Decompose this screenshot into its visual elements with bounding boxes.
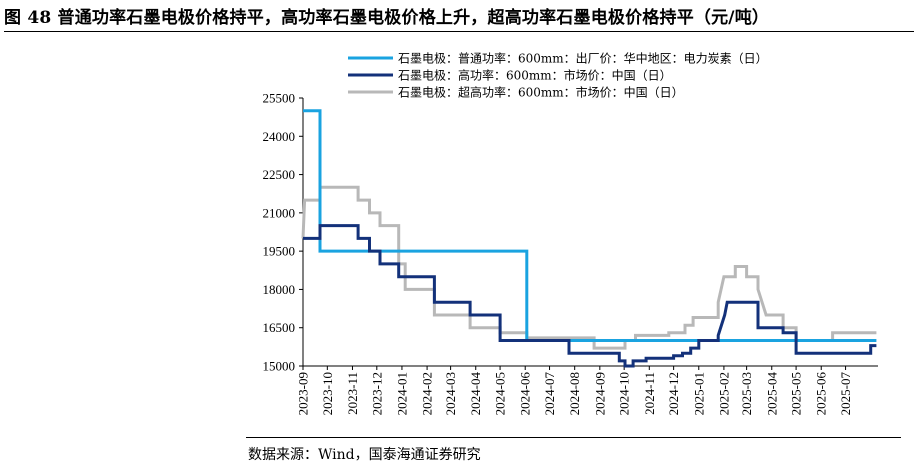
x-tick-label: 2025-03 [739,372,754,415]
x-tick-label: 2024-09 [592,372,607,415]
legend-label-2: 石墨电极：超高功率：600mm：市场价：中国（日） [398,85,684,100]
legend-label-0: 石墨电极：普通功率：600mm：出厂价：华中地区：电力炭素（日） [398,51,768,66]
source-divider [246,437,901,438]
x-tick-label: 2023-12 [369,372,384,415]
x-tick-label: 2024-12 [666,372,681,415]
y-tick-label: 21000 [263,205,296,220]
series-layer [301,109,877,368]
x-axis: 2023-09 2023-10 2023-11 2023-12 2024-01 2024-… [296,365,878,416]
x-tick-label: 2024-08 [567,372,582,415]
y-tick-label: 18000 [263,282,296,297]
x-tick-label: 2024-06 [518,372,533,416]
x-tick-label: 2024-01 [394,372,409,415]
x-tick-label: 2024-07 [542,372,557,416]
series-line-1 [303,224,877,368]
x-tick-label: 2023-09 [296,372,311,415]
y-tick-label: 19500 [263,244,296,259]
x-tick-label: 2024-10 [617,372,632,415]
series-line-2 [301,185,877,350]
x-tick-label: 2025-02 [716,372,731,415]
x-tick-label: 2024-05 [493,372,508,415]
x-tick-label: 2024-02 [420,372,435,415]
x-tick-label: 2023-10 [320,372,335,415]
chart-title: 图 48 普通功率石墨电极价格持平，高功率石墨电极价格上升，超高功率石墨电极价格… [4,8,770,28]
x-tick-label: 2025-01 [691,372,706,415]
x-tick-label: 2024-04 [468,372,483,416]
legend-label-1: 石墨电极：高功率：600mm：市场价：中国（日） [398,68,672,83]
x-tick-label: 2024-03 [443,372,458,415]
y-tick-label: 16500 [263,320,296,335]
price-line-chart: 石墨电极：普通功率：600mm：出厂价：华中地区：电力炭素（日） 石墨电极：高功率… [263,51,878,416]
x-tick-label: 2024-11 [642,372,657,415]
y-tick-label: 22500 [263,167,296,182]
x-tick-label: 2025-05 [789,372,804,415]
y-tick-label: 15000 [263,359,296,374]
x-tick-label: 2025-07 [838,372,853,416]
title-divider [4,31,914,32]
x-tick-label: 2025-04 [764,372,779,416]
y-tick-label: 25500 [263,91,296,106]
y-tick-label: 24000 [263,129,296,144]
y-axis: 25500 24000 22500 21000 19500 18000 16500 15000 [263,91,304,374]
x-tick-label: 2023-11 [345,372,360,415]
chart-legend: 石墨电极：普通功率：600mm：出厂价：华中地区：电力炭素（日） 石墨电极：高功率… [348,51,768,100]
x-tick-label: 2025-06 [814,372,829,416]
series-line-0 [303,109,877,342]
data-source-note: 数据来源：Wind，国泰海通证券研究 [248,447,481,463]
